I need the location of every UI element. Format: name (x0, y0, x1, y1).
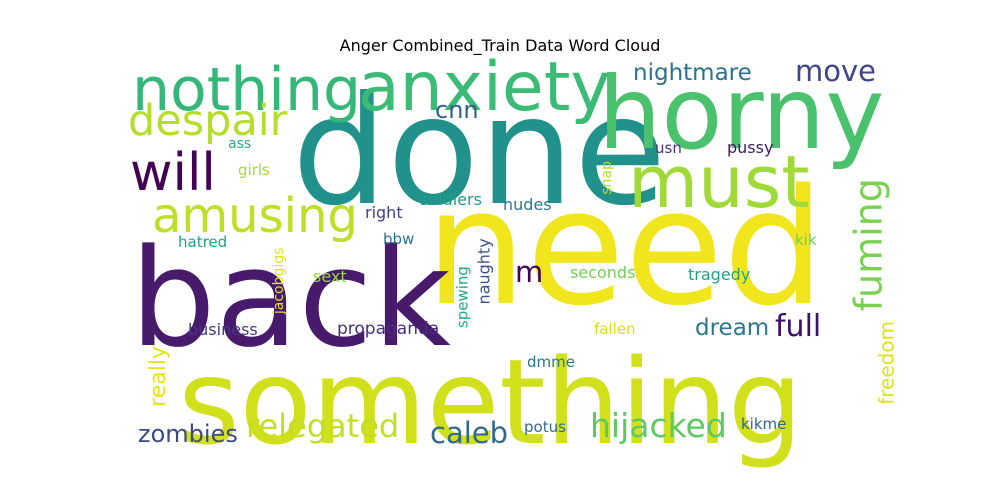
word-nudes: nudes (503, 195, 552, 214)
word-tragedy: tragedy (688, 265, 750, 284)
word-will: will (130, 143, 216, 203)
word-spewing: spewing (454, 266, 472, 328)
word-cnn: cnn (435, 96, 479, 124)
word-nothing: nothing (132, 55, 361, 125)
chart-title: Anger Combined_Train Data Word Cloud (339, 36, 661, 55)
word-freedom: freedom (875, 321, 899, 405)
word-propaganda: propaganda (337, 319, 439, 339)
word-relegated: relegated (246, 407, 399, 445)
word-need: need (425, 154, 825, 341)
word-snap: snap (599, 161, 615, 195)
word-back: back (130, 220, 451, 377)
word-ass: ass (228, 136, 251, 152)
word-business: business (188, 320, 258, 339)
word-girls: girls (238, 161, 270, 179)
word-amusing: amusing (152, 188, 358, 244)
word-seconds: seconds (570, 263, 635, 282)
word-kikme: kikme (741, 415, 786, 433)
word-kik: kik (795, 231, 817, 249)
word-pussy: pussy (727, 138, 773, 157)
word-bbw: bbw (383, 230, 414, 248)
word-zombies: zombies (138, 420, 238, 448)
word-right: right (365, 203, 403, 222)
word-sext: sext (313, 267, 347, 286)
word-naughty: naughty (474, 238, 493, 304)
word-move: move (795, 54, 876, 88)
word-full: full (775, 309, 821, 344)
word-anxiety: anxiety (358, 48, 611, 127)
word-potus: potus (524, 418, 566, 436)
word-done: done (292, 65, 666, 239)
word-dmme: dmme (527, 353, 575, 371)
word-usn: usn (655, 139, 682, 157)
word-fallen: fallen (594, 320, 636, 338)
word-nightmare: nightmare (633, 60, 752, 86)
word-jacobgigs: jacobgigs (271, 248, 287, 316)
word-m: m (515, 255, 543, 289)
word-fuming: fuming (847, 178, 891, 311)
word-soldiers: soldiers (420, 190, 482, 209)
word-really: really (146, 346, 171, 407)
word-dream: dream (695, 315, 769, 341)
word-hijacked: hijacked (590, 406, 727, 445)
word-hatred: hatred (178, 233, 227, 251)
word-something: something (178, 333, 803, 471)
word-must: must (628, 140, 810, 224)
word-horny: horny (598, 55, 884, 172)
word-despair: despair (128, 96, 288, 146)
word-caleb: caleb (430, 416, 508, 450)
